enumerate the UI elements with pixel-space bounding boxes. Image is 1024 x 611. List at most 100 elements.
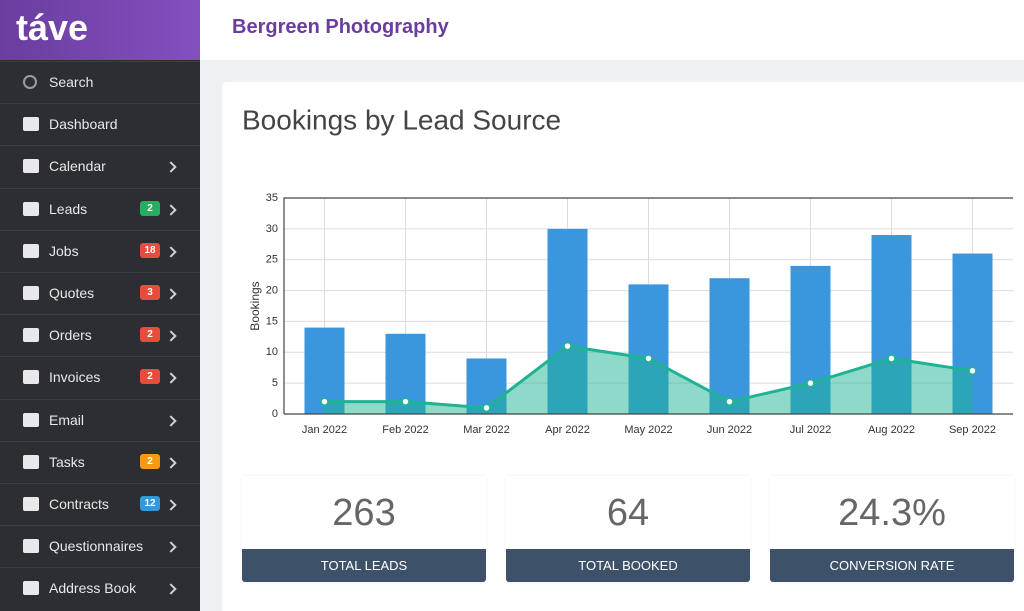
- nav-item[interactable]: Leads 2: [0, 187, 200, 230]
- nav-item[interactable]: Invoices 2: [0, 356, 200, 398]
- nav-chevron: [165, 161, 177, 174]
- point: [806, 378, 815, 388]
- nav-item[interactable]: Jobs 18: [0, 229, 200, 272]
- area: [324, 346, 973, 414]
- nav-icon: [23, 539, 39, 554]
- stat-value: 24.3%: [838, 492, 946, 534]
- nav-label: Email: [49, 411, 85, 428]
- y-tick-label: 35: [266, 192, 278, 204]
- nav-chevron: [165, 330, 177, 342]
- nav-label: Invoices: [49, 369, 101, 386]
- nav-item[interactable]: Calendar: [0, 145, 200, 187]
- chart: Bookings by Lead Source 0 5 10 15 20 25 30 35 Ja…: [242, 104, 1013, 436]
- y-tick-label: 0: [272, 408, 278, 420]
- stat-card: 64 TOTAL BOOKED: [506, 476, 750, 582]
- y-tick-label: 20: [266, 284, 278, 296]
- nav-icon: [23, 454, 39, 469]
- nav-chevron: [165, 203, 177, 216]
- point: [320, 397, 329, 406]
- x-tick-label: May 2022: [624, 424, 672, 436]
- nav-icon: [23, 412, 39, 427]
- nav-label: Dashboard: [49, 116, 118, 133]
- stat-value: 263: [332, 492, 396, 534]
- nav-chevron: [165, 288, 177, 300]
- nav-item[interactable]: Questionnaires: [0, 525, 200, 567]
- nav-item[interactable]: Quotes 3: [0, 272, 200, 314]
- y-tick-label: 5: [272, 377, 278, 389]
- nav-badge: 3: [140, 285, 160, 300]
- nav-badge: 2: [140, 369, 160, 385]
- y-tick-label: 10: [266, 346, 278, 358]
- nav-label: Contracts: [49, 496, 109, 512]
- nav-chevron: [165, 414, 177, 427]
- nav-icon: [23, 201, 39, 216]
- y-tick-label: 30: [266, 223, 278, 235]
- nav-badge: 12: [140, 496, 160, 511]
- point: [644, 354, 653, 363]
- nav-label: Search: [49, 74, 94, 90]
- nav-label: Questionnaires: [49, 538, 144, 555]
- nav-badge: 18: [140, 242, 160, 258]
- nav-icon: [23, 328, 39, 343]
- nav-item[interactable]: Contracts 12: [0, 483, 200, 525]
- header: Bergreen Photography: [200, 0, 1024, 60]
- nav-label: Quotes: [49, 285, 95, 301]
- header-title: Bergreen Photography: [232, 16, 449, 38]
- nav-icon: [23, 75, 37, 89]
- nav-chevron: [165, 457, 177, 469]
- plot-frame: [283, 197, 1013, 415]
- nav-label: Address Book: [49, 580, 137, 597]
- nav-icon: [23, 497, 39, 511]
- chart-title: Bookings by Lead Source: [242, 104, 561, 135]
- nav-chevron: [165, 499, 177, 511]
- nav-label: Leads: [49, 200, 88, 217]
- y-axis-label: Bookings: [248, 281, 262, 330]
- nav-label: Orders: [49, 327, 92, 344]
- nav-item[interactable]: Email: [0, 398, 200, 441]
- point: [725, 397, 734, 406]
- logo[interactable]: táve: [0, 0, 200, 60]
- nav-item[interactable]: Dashboard: [0, 103, 200, 145]
- nav-badge: 2: [140, 453, 160, 469]
- y-tick-label: 15: [266, 315, 278, 327]
- bar: [709, 278, 750, 414]
- nav-chevron: [165, 583, 177, 596]
- stat-card: 263 TOTAL LEADS: [242, 476, 486, 582]
- nav-item[interactable]: Address Book: [0, 567, 200, 609]
- x-tick-label: Jun 2022: [707, 424, 752, 436]
- nav-label: Jobs: [49, 242, 79, 259]
- x-tick-label: Feb 2022: [382, 424, 428, 436]
- nav-item[interactable]: Tasks 2: [0, 440, 200, 483]
- x-tick-label: Apr 2022: [545, 424, 590, 436]
- nav-chevron: [165, 372, 177, 385]
- nav-badge: 2: [140, 327, 160, 343]
- stat-label: TOTAL BOOKED: [506, 549, 750, 582]
- nav-chevron: [165, 541, 177, 553]
- point: [968, 366, 977, 376]
- point: [887, 354, 896, 363]
- x-tick-label: Jul 2022: [790, 424, 832, 436]
- nav-badge: 2: [140, 200, 160, 216]
- point: [563, 341, 572, 351]
- nav-icon: [23, 159, 39, 174]
- nav-chevron: [165, 246, 177, 258]
- stat-card: 24.3% CONVERSION RATE: [770, 476, 1014, 582]
- nav-label: Calendar: [49, 158, 106, 175]
- y-tick-label: 25: [266, 254, 278, 266]
- nav-icon: [23, 117, 39, 132]
- sidebar: táve Search Dashboard Calendar Leads 2 Jobs 18…: [0, 0, 200, 611]
- nav-label: Tasks: [49, 453, 85, 470]
- nav-icon: [23, 286, 39, 300]
- nav-icon: [23, 243, 39, 258]
- x-tick-label: Aug 2022: [868, 424, 915, 436]
- point: [401, 397, 410, 406]
- stat-label: CONVERSION RATE: [770, 549, 1014, 582]
- stat-value: 64: [606, 492, 650, 534]
- nav-item[interactable]: Orders 2: [0, 314, 200, 356]
- x-tick-label: Mar 2022: [463, 424, 509, 436]
- nav-item[interactable]: Search: [0, 61, 200, 103]
- stat-label: TOTAL LEADS: [242, 549, 486, 582]
- x-tick-label: Jan 2022: [302, 424, 347, 436]
- point: [482, 403, 491, 413]
